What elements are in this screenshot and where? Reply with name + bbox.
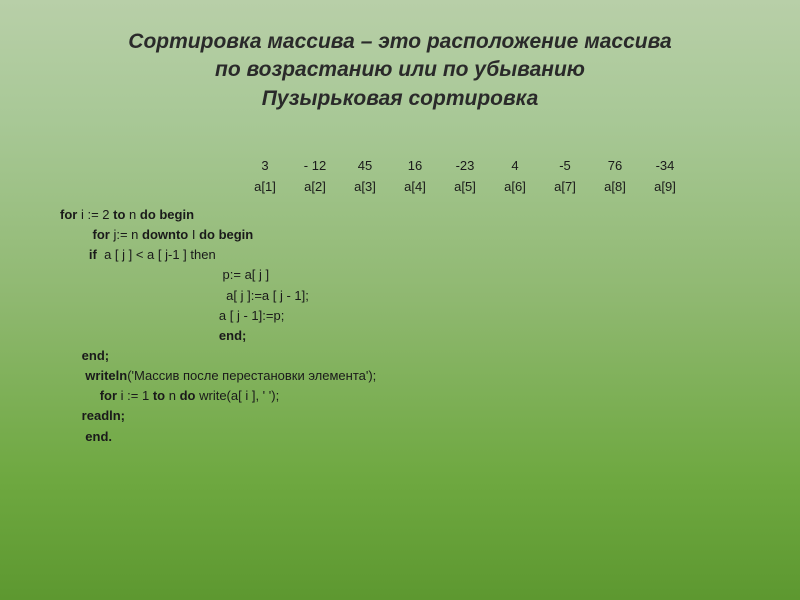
title-line2: по возрастанию или по убыванию <box>40 56 760 84</box>
array-label: a[7] <box>540 176 590 197</box>
array-label: a[1] <box>240 176 290 197</box>
array-label: a[6] <box>490 176 540 197</box>
code-line: end. <box>60 427 740 447</box>
code-block: for i := 2 to n do begin for j:= n downt… <box>60 205 740 447</box>
array-label: a[2] <box>290 176 340 197</box>
code-line: p:= a[ j ] <box>60 265 740 285</box>
code-line: writeln('Массив после перестановки элеме… <box>60 366 740 386</box>
array-value: 4 <box>490 155 540 176</box>
array-label: a[3] <box>340 176 390 197</box>
array-value: 45 <box>340 155 390 176</box>
code-line: readln; <box>60 406 740 426</box>
array-values-row: 3 - 12 45 16 -23 4 -5 76 -34 <box>240 155 740 176</box>
title-rest: – это расположение массива <box>355 30 672 53</box>
code-line: a [ j - 1]:=p; <box>60 306 740 326</box>
array-label: a[4] <box>390 176 440 197</box>
code-line: end; <box>60 346 740 366</box>
array-value: 76 <box>590 155 640 176</box>
code-line: end; <box>60 326 740 346</box>
array-label: a[8] <box>590 176 640 197</box>
code-line: for i := 1 to n do write(a[ i ], ' '); <box>60 386 740 406</box>
code-line: if a [ j ] < a [ j-1 ] then <box>60 245 740 265</box>
slide-title: Сортировка массива – это расположение ма… <box>0 0 800 135</box>
title-emphasis: Сортировка массива <box>128 30 355 53</box>
code-line: a[ j ]:=a [ j - 1]; <box>60 286 740 306</box>
title-line3: Пузырьковая сортировка <box>40 85 760 113</box>
array-label: a[9] <box>640 176 690 197</box>
code-line: for i := 2 to n do begin <box>60 205 740 225</box>
array-value: 16 <box>390 155 440 176</box>
array-value: -5 <box>540 155 590 176</box>
array-value: - 12 <box>290 155 340 176</box>
array-label: a[5] <box>440 176 490 197</box>
array-value: -23 <box>440 155 490 176</box>
array-table: 3 - 12 45 16 -23 4 -5 76 -34 a[1] a[2] a… <box>240 155 740 197</box>
array-value: -34 <box>640 155 690 176</box>
array-value: 3 <box>240 155 290 176</box>
array-labels-row: a[1] a[2] a[3] a[4] a[5] a[6] a[7] a[8] … <box>240 176 740 197</box>
code-line: for j:= n downto I do begin <box>60 225 740 245</box>
slide-content: 3 - 12 45 16 -23 4 -5 76 -34 a[1] a[2] a… <box>0 155 800 447</box>
